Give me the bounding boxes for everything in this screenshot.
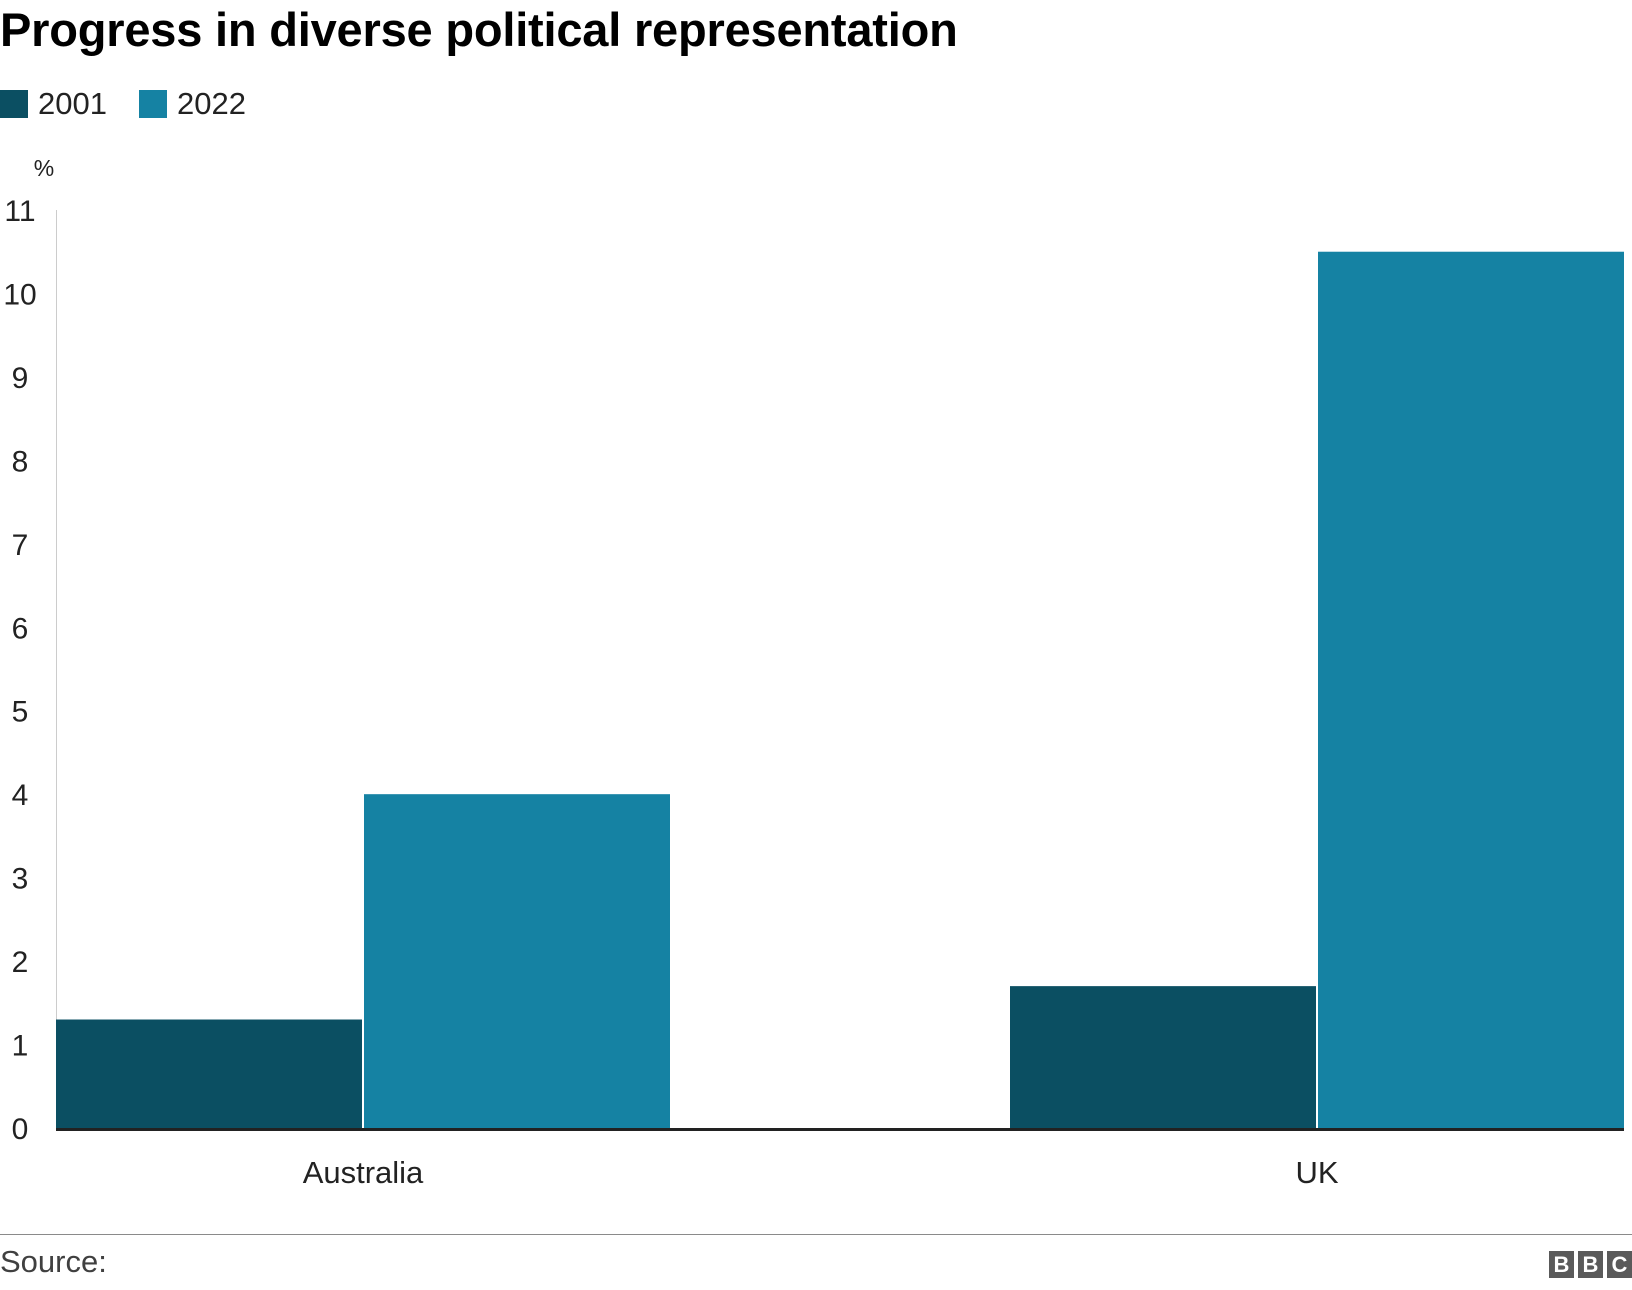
x-tick-label: Australia — [303, 1155, 424, 1190]
bar-2001-uk — [1010, 986, 1316, 1128]
y-tick-label: 1 — [12, 1030, 29, 1063]
y-tick-label: 11 — [4, 195, 35, 228]
bbc-logo: B B C — [1545, 1251, 1632, 1278]
legend-label-2022: 2022 — [176, 86, 246, 121]
footer-divider — [0, 1234, 1632, 1235]
chart-title: Progress in diverse political representa… — [0, 3, 958, 56]
y-tick-label: 8 — [12, 445, 29, 478]
y-tick-label: 5 — [12, 696, 29, 729]
bar-2022-uk — [1318, 251, 1624, 1128]
y-tick-label: 9 — [12, 362, 29, 395]
chart-legend: 2001 2022 — [0, 86, 278, 122]
bar-2022-australia — [364, 794, 670, 1128]
y-tick-label: 6 — [12, 612, 29, 645]
legend-swatch-2022 — [138, 90, 167, 118]
bbc-logo-letter: C — [1607, 1251, 1632, 1278]
y-tick-label: 2 — [12, 946, 29, 979]
y-tick-label: 10 — [3, 278, 36, 311]
legend-swatch-2001 — [0, 90, 28, 118]
y-tick-label: 4 — [12, 779, 29, 812]
legend-item-2022: 2022 — [138, 86, 246, 122]
y-tick-label: 3 — [12, 863, 29, 896]
source-label: Source: — [0, 1244, 107, 1279]
y-axis-unit-label: % — [34, 155, 54, 181]
legend-item-2001: 2001 — [0, 86, 107, 122]
legend-label-2001: 2001 — [38, 86, 107, 121]
y-tick-label: 0 — [12, 1113, 29, 1146]
bbc-logo-letter: B — [1549, 1251, 1574, 1278]
x-tick-label: UK — [1295, 1155, 1338, 1190]
bar-chart: % 0 1 2 3 4 5 6 7 8 9 10 11 Australia UK — [3, 155, 1624, 1190]
bbc-logo-letter: B — [1578, 1251, 1603, 1278]
bar-2001-australia — [56, 1019, 362, 1128]
y-tick-label: 7 — [12, 529, 29, 562]
